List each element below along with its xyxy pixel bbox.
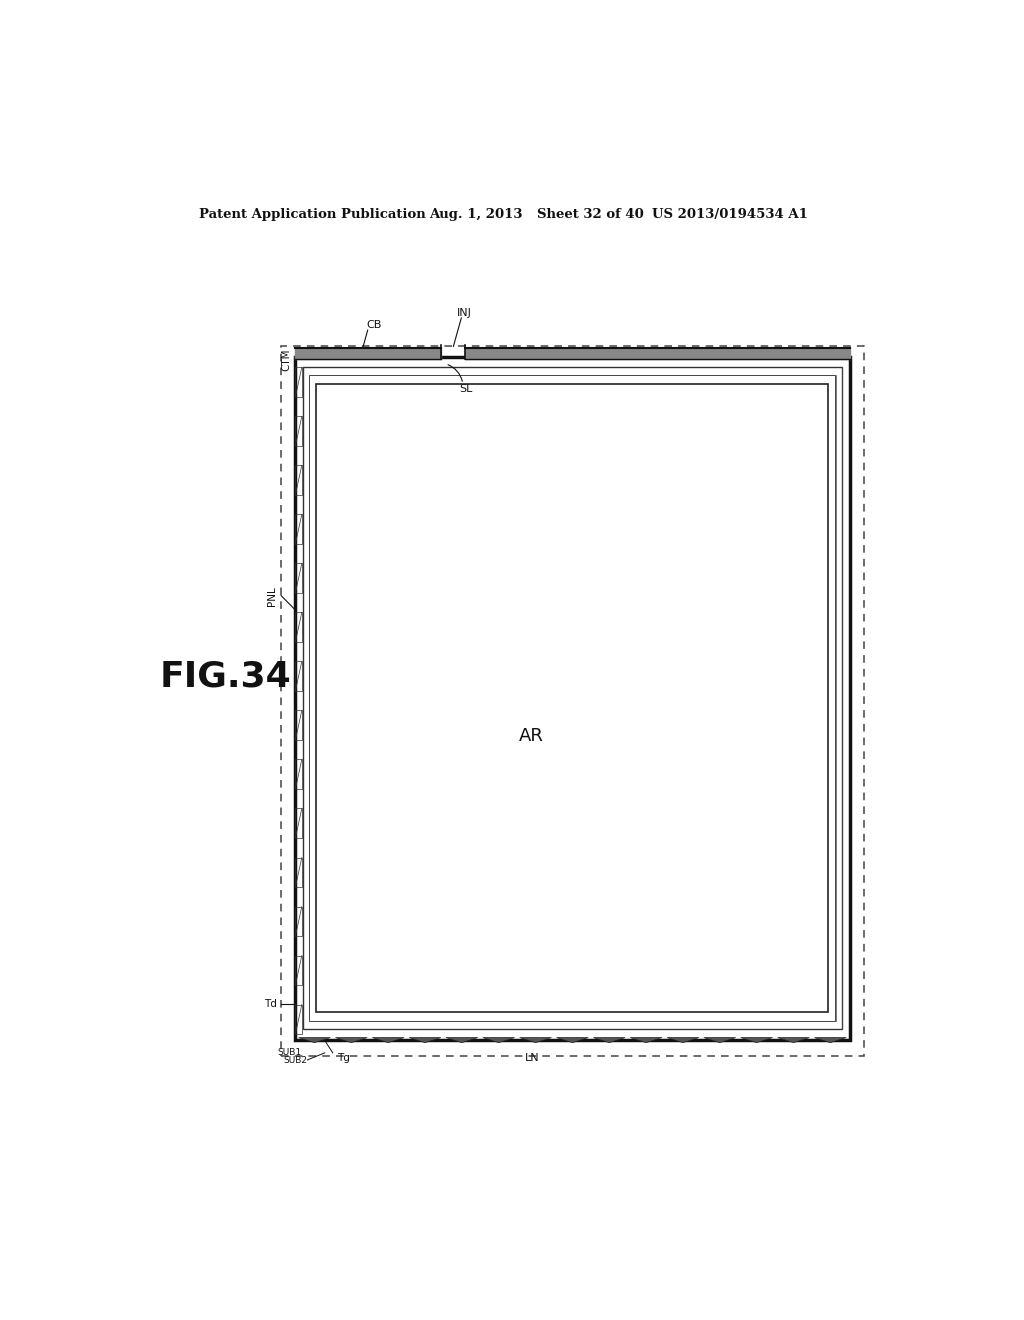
Bar: [296, 661, 302, 690]
Text: Sheet 32 of 40: Sheet 32 of 40: [537, 207, 643, 220]
Text: AR: AR: [518, 727, 544, 744]
Text: FIG.34: FIG.34: [160, 660, 292, 694]
Polygon shape: [483, 1038, 515, 1043]
Bar: [296, 367, 302, 397]
Text: SL: SL: [459, 384, 472, 395]
Bar: [296, 612, 302, 642]
Bar: [296, 564, 302, 593]
Polygon shape: [556, 1038, 588, 1043]
Bar: [316, 384, 828, 1012]
Polygon shape: [814, 1038, 846, 1043]
Bar: [296, 710, 302, 741]
Polygon shape: [667, 1038, 698, 1043]
Bar: [296, 515, 302, 544]
Bar: [295, 356, 850, 1040]
Bar: [296, 858, 302, 887]
Polygon shape: [410, 1038, 441, 1043]
Polygon shape: [703, 1038, 735, 1043]
Text: Td: Td: [264, 999, 278, 1008]
Polygon shape: [373, 1038, 404, 1043]
Text: SUB1: SUB1: [278, 1048, 301, 1057]
Bar: [296, 466, 302, 495]
Text: US 2013/0194534 A1: US 2013/0194534 A1: [652, 207, 808, 220]
Polygon shape: [336, 1038, 368, 1043]
Text: CTM: CTM: [282, 348, 292, 371]
Polygon shape: [593, 1038, 625, 1043]
Bar: [309, 375, 836, 1022]
Bar: [296, 759, 302, 789]
Bar: [296, 808, 302, 838]
Text: Aug. 1, 2013: Aug. 1, 2013: [430, 207, 523, 220]
Bar: [296, 416, 302, 446]
Bar: [296, 907, 302, 936]
Bar: [296, 1005, 302, 1034]
Text: INJ: INJ: [458, 308, 472, 318]
Polygon shape: [630, 1038, 662, 1043]
Bar: [282, 346, 864, 1056]
Text: SUB2: SUB2: [284, 1056, 307, 1065]
Text: LN: LN: [524, 1053, 540, 1063]
Polygon shape: [740, 1038, 772, 1043]
Text: Patent Application Publication: Patent Application Publication: [200, 207, 426, 220]
Text: CB: CB: [367, 321, 382, 330]
Polygon shape: [520, 1038, 552, 1043]
Polygon shape: [299, 1038, 331, 1043]
Bar: [296, 956, 302, 985]
Polygon shape: [446, 1038, 478, 1043]
Text: PNL: PNL: [267, 586, 278, 606]
Bar: [303, 367, 842, 1030]
Polygon shape: [777, 1038, 809, 1043]
Text: Tg: Tg: [337, 1053, 349, 1063]
